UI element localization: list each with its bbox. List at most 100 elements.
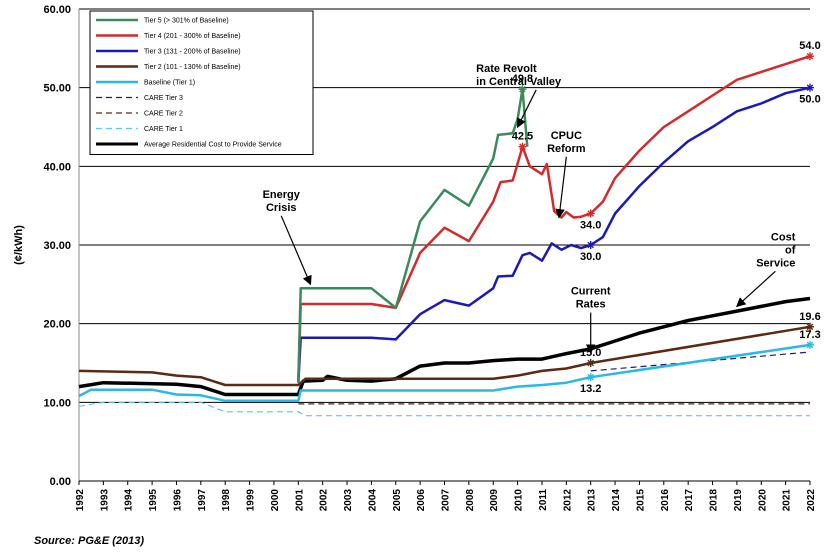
x-tick-label: 2014	[611, 489, 622, 512]
x-tick-label: 2009	[489, 489, 500, 512]
data-marker	[806, 52, 814, 61]
value-label: 13.2	[580, 383, 601, 395]
annotation-text: in Central Valley	[476, 76, 562, 88]
legend-entry: Average Residential Cost to Provide Serv…	[144, 142, 282, 149]
x-tick-label: 1996	[172, 489, 183, 512]
x-tick-label: 2002	[319, 489, 330, 512]
marker-stroke	[519, 85, 526, 93]
annotation-arrow	[280, 215, 312, 286]
marker-stroke	[587, 359, 594, 367]
marker-stroke	[806, 52, 814, 60]
data-marker	[586, 373, 595, 382]
value-label: 34.0	[580, 220, 601, 232]
x-tick-label: 1997	[197, 489, 208, 512]
series-line	[78, 343, 811, 403]
x-tick-label: 2015	[635, 489, 646, 512]
legend-entry: CARE Tier 1	[144, 126, 183, 133]
legend-entry: Tier 5 (> 301% of Baseline)	[144, 18, 229, 25]
annotation-text: Crisis	[266, 202, 297, 214]
series-line	[78, 296, 811, 397]
value-label: 49.8	[512, 73, 533, 85]
x-tick-label: 2008	[465, 489, 476, 512]
x-tick-label: 2017	[684, 489, 695, 512]
legend-entry: CARE Tier 2	[144, 111, 183, 118]
data-marker	[586, 241, 595, 249]
series-line	[297, 55, 811, 383]
legend-entry: Tier 2 (101 - 130% of Baseline)	[144, 64, 241, 71]
annotation-text: Cost	[771, 231, 796, 243]
legend: Tier 5 (> 301% of Baseline) Tier 4 (201 -…	[89, 10, 314, 155]
x-tick-label: 1994	[124, 489, 135, 512]
y-tick-label: 10.00	[43, 397, 71, 409]
annotation-text: Current	[571, 286, 611, 298]
y-axis-label: (¢/kWh)	[13, 225, 25, 265]
data-marker	[806, 322, 814, 331]
value-labels: 49.842.534.030.015.013.254.050.019.617.3	[512, 40, 821, 395]
x-tick-label: 2007	[441, 489, 452, 512]
x-tick-label: 2000	[270, 489, 281, 512]
annotation-text: Service	[756, 257, 795, 269]
x-tick-label: 2006	[416, 489, 427, 512]
marker-stroke	[587, 373, 594, 381]
x-tick-label: 1998	[221, 489, 232, 512]
legend-entry: Tier 4 (201 - 300% of Baseline)	[144, 33, 241, 40]
marker-stroke	[806, 84, 814, 91]
x-tick-label: 1999	[246, 489, 257, 512]
annotation-text: Energy	[263, 189, 301, 201]
marker-stroke	[806, 341, 814, 349]
source-note: Source: PG&E (2013)	[34, 535, 144, 547]
x-tick-label: 2019	[733, 489, 744, 512]
legend-entry: CARE Tier 3	[144, 95, 183, 102]
y-tick-label: 0.00	[50, 476, 71, 488]
value-label: 30.0	[580, 251, 601, 263]
data-markers	[518, 52, 814, 382]
value-label: 54.0	[799, 40, 820, 52]
annotation-text: Rates	[576, 299, 606, 311]
data-marker	[586, 359, 595, 367]
series-line	[297, 86, 811, 383]
annotation-text: of	[785, 244, 796, 256]
legend-entry: Tier 3 (131 - 200% of Baseline)	[144, 49, 241, 56]
value-label: 19.6	[799, 311, 820, 323]
marker-stroke	[587, 210, 594, 217]
x-tick-label: 2004	[367, 489, 378, 512]
x-tick-label: 2003	[343, 489, 354, 512]
x-axis-ticks: 1992 1993 1994 1995 1996 1997 1998 1999 2000 2001…	[75, 481, 817, 511]
y-tick-label: 60.00	[43, 4, 71, 16]
x-tick-label: 2016	[660, 489, 671, 512]
annotation-arrow	[517, 89, 537, 129]
x-tick-label: 2011	[538, 489, 549, 511]
value-label: 50.0	[799, 94, 820, 106]
data-marker	[586, 209, 595, 218]
y-tick-label: 20.00	[43, 319, 71, 331]
series-line	[78, 401, 810, 417]
series-line	[78, 325, 811, 387]
marker-stroke	[806, 323, 814, 331]
annotation-text: CPUC	[551, 130, 582, 142]
x-tick-label: 2018	[709, 489, 720, 512]
legend-entry: Baseline (Tier 1)	[144, 80, 195, 87]
x-tick-label: 2022	[806, 489, 817, 512]
data-marker	[806, 83, 814, 92]
x-tick-label: 1993	[99, 489, 110, 512]
y-axis-ticks: 0.00 10.00 20.00 30.00 40.00 50.00 60.00	[43, 4, 71, 488]
x-tick-label: 2010	[514, 489, 525, 512]
y-tick-label: 50.00	[43, 83, 71, 95]
x-tick-label: 2005	[392, 489, 403, 512]
x-tick-label: 2012	[562, 489, 573, 512]
annotation-text: Reform	[547, 143, 586, 155]
value-label: 42.5	[512, 131, 533, 143]
data-marker	[518, 142, 527, 151]
x-tick-label: 2020	[757, 489, 768, 512]
data-marker	[518, 85, 527, 94]
marker-stroke	[519, 143, 526, 150]
annotation-arrow	[736, 270, 776, 308]
y-tick-label: 30.00	[43, 240, 71, 252]
x-tick-label: 1995	[148, 489, 159, 512]
value-label: 17.3	[799, 329, 820, 341]
x-tick-label: 2013	[587, 489, 598, 512]
annotation-text: Rate Revolt	[476, 63, 537, 75]
y-tick-label: 40.00	[43, 161, 71, 173]
